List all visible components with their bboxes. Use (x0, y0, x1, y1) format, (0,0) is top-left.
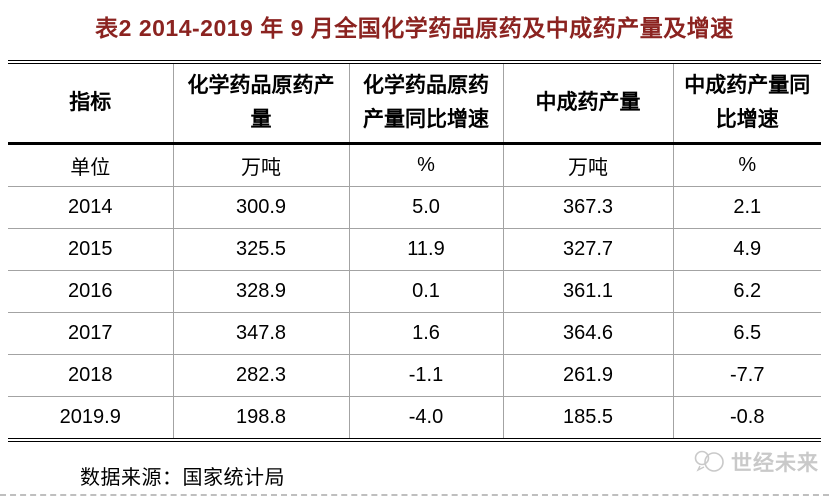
data-cell: 198.8 (172, 396, 349, 440)
watermark-text: 世经未来 (731, 452, 819, 475)
data-cell: 2014 (8, 186, 173, 229)
data-cell: 5.0 (348, 186, 503, 229)
data-cell: 361.1 (502, 270, 673, 313)
header-row: 指标 化学药品原药产 量化学药品原药 产量同比增速 中成药产量 中成药产量同 比增速 (8, 62, 821, 145)
unit-cell: % (672, 143, 821, 187)
bottom-divider (0, 494, 829, 496)
table-row: 2014 300.9 5.0 367.3 2.1 (8, 186, 821, 229)
data-cell: 328.9 (172, 270, 349, 313)
data-cell: 185.5 (502, 396, 673, 440)
data-cell: -4.0 (348, 396, 503, 440)
data-cell: 11.9 (348, 228, 503, 271)
column-header: 中成药产量 (502, 62, 673, 145)
data-cell: 2017 (8, 312, 173, 355)
data-cell: 300.9 (172, 186, 349, 229)
data-cell: 2018 (8, 354, 173, 397)
table-header: 指标 化学药品原药产 量化学药品原药 产量同比增速 中成药产量 中成药产量同 比增速 (8, 62, 821, 145)
data-cell: 2015 (8, 228, 173, 271)
unit-row: 单位 万吨% 万吨% (8, 143, 821, 187)
data-cell: 4.9 (672, 228, 821, 271)
data-cell: -7.7 (672, 354, 821, 397)
production-table: 指标 化学药品原药产 量化学药品原药 产量同比增速 中成药产量 中成药产量同 比增速 … (8, 60, 821, 442)
data-cell: -1.1 (348, 354, 503, 397)
column-header: 化学药品原药产 量 (172, 62, 349, 145)
column-header: 中成药产量同 比增速 (672, 62, 821, 145)
table-row: 2018 282.3 -1.1 261.9 -7.7 (8, 354, 821, 397)
table-title: 表2 2014-2019 年 9 月全国化学药品原药及中成药产量及增速 (95, 15, 734, 41)
column-header: 指标 (8, 62, 173, 145)
data-cell: 2016 (8, 270, 173, 313)
data-cell: 347.8 (172, 312, 349, 355)
unit-cell: 万吨 (502, 143, 673, 187)
data-cell: 367.3 (502, 186, 673, 229)
data-cell: 0.1 (348, 270, 503, 313)
unit-cell: 万吨 (172, 143, 349, 187)
unit-cell: % (348, 143, 503, 187)
watermark: 世经未来 (692, 447, 819, 477)
table-row: 2016 328.9 0.1 361.1 6.2 (8, 270, 821, 313)
data-source: 数据来源：国家统计局 (80, 467, 285, 489)
data-cell: 327.7 (502, 228, 673, 271)
data-cell: -0.8 (672, 396, 821, 440)
table-body: 单位 万吨% 万吨% 2014 300.9 5.0 367.3 2.1 2015 325.5 11.… (8, 143, 821, 440)
data-cell: 6.2 (672, 270, 821, 313)
brand-logo-icon (692, 449, 726, 475)
data-cell: 2.1 (672, 186, 821, 229)
unit-cell: 单位 (70, 157, 111, 179)
data-cell: 261.9 (502, 354, 673, 397)
table-row: 2019.9 198.8 -4.0 185.5 -0.8 (8, 396, 821, 440)
data-cell: 364.6 (502, 312, 673, 355)
data-cell: 325.5 (172, 228, 349, 271)
production-table-wrapper: 指标 化学药品原药产 量化学药品原药 产量同比增速 中成药产量 中成药产量同 比增速 … (8, 60, 821, 442)
table-row: 2015 325.5 11.9 327.7 4.9 (8, 228, 821, 271)
data-cell: 6.5 (672, 312, 821, 355)
data-cell: 282.3 (172, 354, 349, 397)
column-header: 化学药品原药 产量同比增速 (348, 62, 503, 145)
data-cell: 2019.9 (8, 396, 173, 440)
data-cell: 1.6 (348, 312, 503, 355)
table-row: 2017 347.8 1.6 364.6 6.5 (8, 312, 821, 355)
